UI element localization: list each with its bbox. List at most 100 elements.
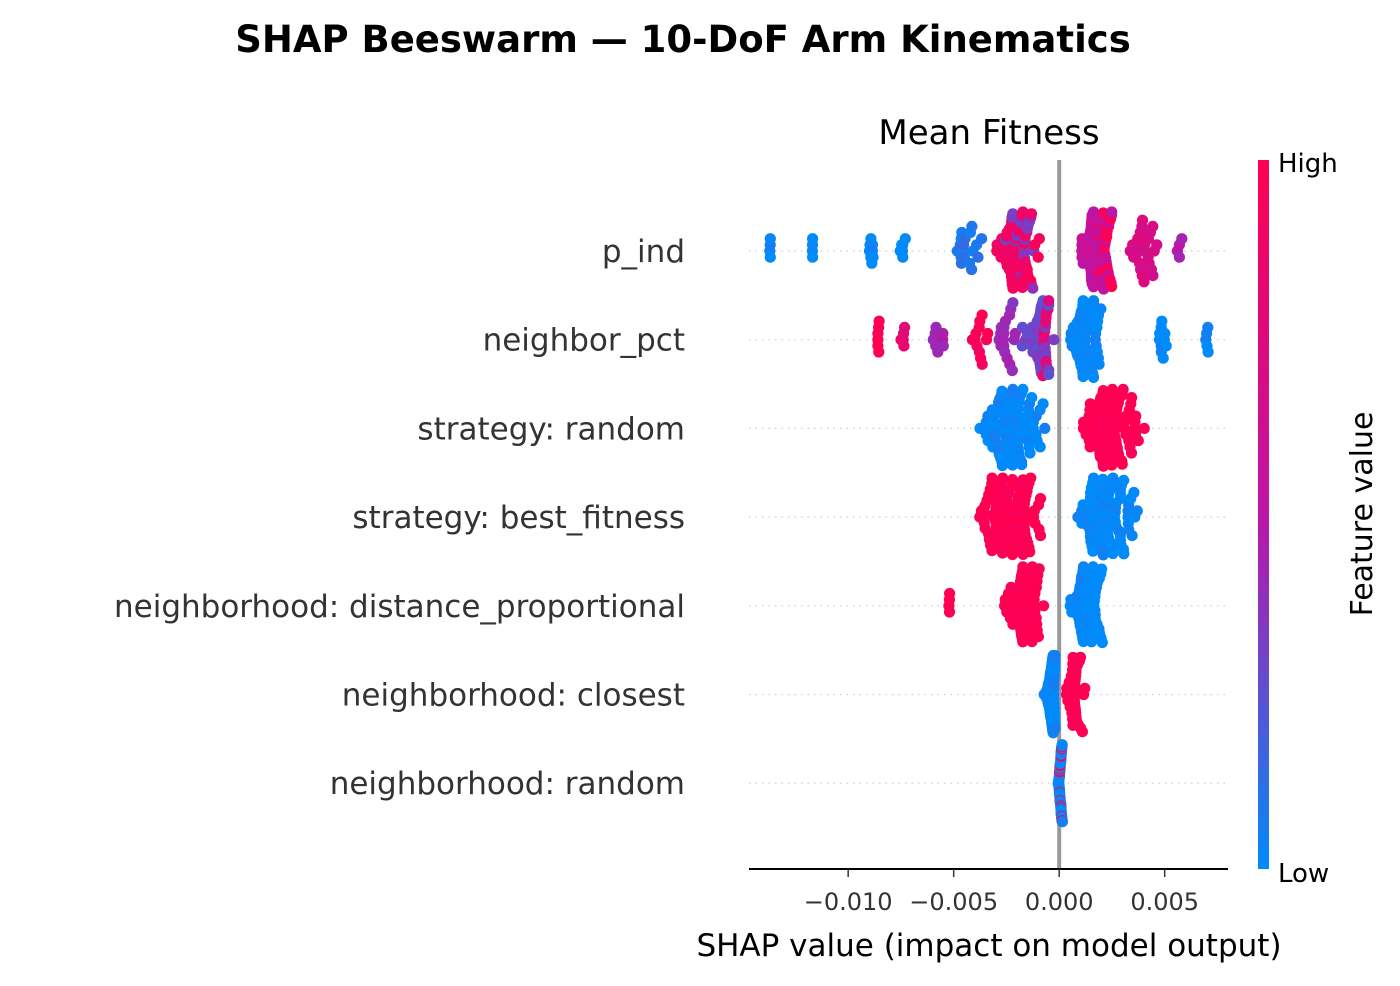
shap-point bbox=[867, 251, 879, 263]
shap-point bbox=[899, 233, 911, 245]
shap-point bbox=[976, 358, 988, 370]
beeswarm-points bbox=[764, 206, 1214, 828]
shap-point bbox=[1147, 270, 1159, 282]
shap-point bbox=[1087, 281, 1100, 293]
shap-point bbox=[1048, 334, 1060, 346]
feature-label: neighborhood: closest bbox=[342, 678, 685, 714]
shap-point bbox=[1202, 346, 1214, 358]
shap-point bbox=[1097, 473, 1109, 485]
x-tick-label: −0.010 bbox=[804, 888, 893, 916]
shap-point bbox=[996, 460, 1009, 472]
shap-point bbox=[1049, 723, 1061, 735]
shap-point bbox=[873, 346, 885, 358]
shap-point bbox=[807, 251, 819, 263]
shap-point bbox=[1138, 276, 1150, 288]
shap-point bbox=[1087, 371, 1100, 383]
shap-point bbox=[1125, 447, 1138, 459]
shap-point bbox=[1088, 472, 1100, 484]
shap-point bbox=[1087, 561, 1099, 573]
shap-point bbox=[1032, 631, 1044, 643]
shap-point bbox=[1126, 392, 1138, 404]
shap-point bbox=[764, 233, 776, 245]
shap-point bbox=[1084, 398, 1096, 410]
shap-point bbox=[937, 340, 949, 352]
shap-point bbox=[1151, 239, 1163, 251]
shap-point bbox=[1056, 739, 1068, 751]
shap-point bbox=[1096, 563, 1108, 575]
shap-point bbox=[986, 545, 998, 557]
shap-point bbox=[966, 220, 978, 232]
feature-labels: p_ind neighbor_pct strategy: random strateg… bbox=[114, 234, 685, 802]
shap-point bbox=[1017, 206, 1029, 218]
shap-point bbox=[1095, 303, 1107, 315]
shap-point bbox=[1160, 340, 1172, 352]
feature-label: neighborhood: random bbox=[330, 766, 685, 802]
shap-point bbox=[937, 327, 949, 340]
shap-point bbox=[899, 321, 911, 333]
shap-point bbox=[976, 233, 988, 245]
shap-point bbox=[1107, 547, 1119, 560]
shap-point bbox=[1049, 649, 1061, 662]
shap-point bbox=[1096, 636, 1108, 649]
shap-point bbox=[1128, 486, 1140, 499]
shap-point bbox=[866, 239, 879, 251]
shap-point bbox=[976, 309, 988, 321]
shap-point bbox=[1086, 636, 1098, 648]
colorbar-low-label: Low bbox=[1278, 859, 1329, 889]
shap-point bbox=[764, 251, 776, 263]
shap-point bbox=[1157, 352, 1169, 364]
shap-point bbox=[996, 385, 1008, 397]
shap-point bbox=[1032, 251, 1044, 263]
shap-point bbox=[1043, 368, 1055, 380]
shap-point bbox=[1106, 383, 1118, 395]
shap-point bbox=[1088, 295, 1100, 307]
colorbar: High Low Feature value bbox=[1258, 149, 1380, 889]
shap-point bbox=[1106, 459, 1118, 471]
shap-point bbox=[1131, 505, 1143, 517]
shap-point bbox=[1202, 321, 1214, 333]
shap-point bbox=[1077, 371, 1089, 383]
shap-point bbox=[1033, 563, 1045, 575]
feature-label: neighbor_pct bbox=[483, 323, 685, 359]
shap-point bbox=[944, 587, 956, 600]
shap-point bbox=[1116, 458, 1128, 470]
shap-point bbox=[1074, 651, 1087, 663]
x-axis: −0.010 −0.005 0.000 0.005 bbox=[749, 868, 1228, 916]
shap-point bbox=[1093, 358, 1105, 370]
shap-point bbox=[1039, 422, 1051, 434]
shap-point bbox=[1147, 220, 1159, 232]
shap-point bbox=[1025, 472, 1037, 484]
shap-point bbox=[1024, 546, 1036, 558]
x-axis-label: SHAP value (impact on model output) bbox=[696, 928, 1281, 964]
shap-point bbox=[1006, 549, 1019, 561]
feature-label: strategy: random bbox=[417, 411, 685, 447]
x-tick-label: −0.005 bbox=[909, 888, 998, 916]
shap-point bbox=[1017, 383, 1029, 395]
colorbar-title: Feature value bbox=[1345, 412, 1380, 617]
shap-point bbox=[1056, 816, 1068, 828]
feature-label: strategy: best_fitness bbox=[352, 500, 685, 536]
shap-point bbox=[1176, 233, 1188, 245]
shap-point bbox=[1106, 280, 1118, 293]
shap-point bbox=[1043, 295, 1055, 307]
shap-point bbox=[1038, 600, 1050, 612]
shap-point bbox=[898, 340, 910, 352]
shap-point bbox=[1079, 682, 1091, 694]
shap-point bbox=[1007, 459, 1019, 471]
shap-point bbox=[1118, 474, 1130, 486]
shap-point bbox=[897, 251, 909, 263]
shap-point bbox=[972, 251, 984, 263]
colorbar-high-label: High bbox=[1278, 149, 1338, 179]
shap-point bbox=[986, 472, 998, 484]
shap-point bbox=[1088, 206, 1100, 218]
shap-point bbox=[1033, 233, 1045, 245]
shap-point bbox=[997, 472, 1009, 484]
shap-point bbox=[1007, 282, 1019, 294]
shap-point bbox=[1138, 422, 1150, 434]
shap-point bbox=[1026, 392, 1038, 404]
x-tick-label: 0.000 bbox=[1025, 888, 1094, 916]
figure-title: SHAP Beeswarm — 10-DoF Arm Kinematics bbox=[235, 18, 1130, 61]
shap-point bbox=[1117, 383, 1129, 395]
shap-point bbox=[1130, 410, 1142, 422]
